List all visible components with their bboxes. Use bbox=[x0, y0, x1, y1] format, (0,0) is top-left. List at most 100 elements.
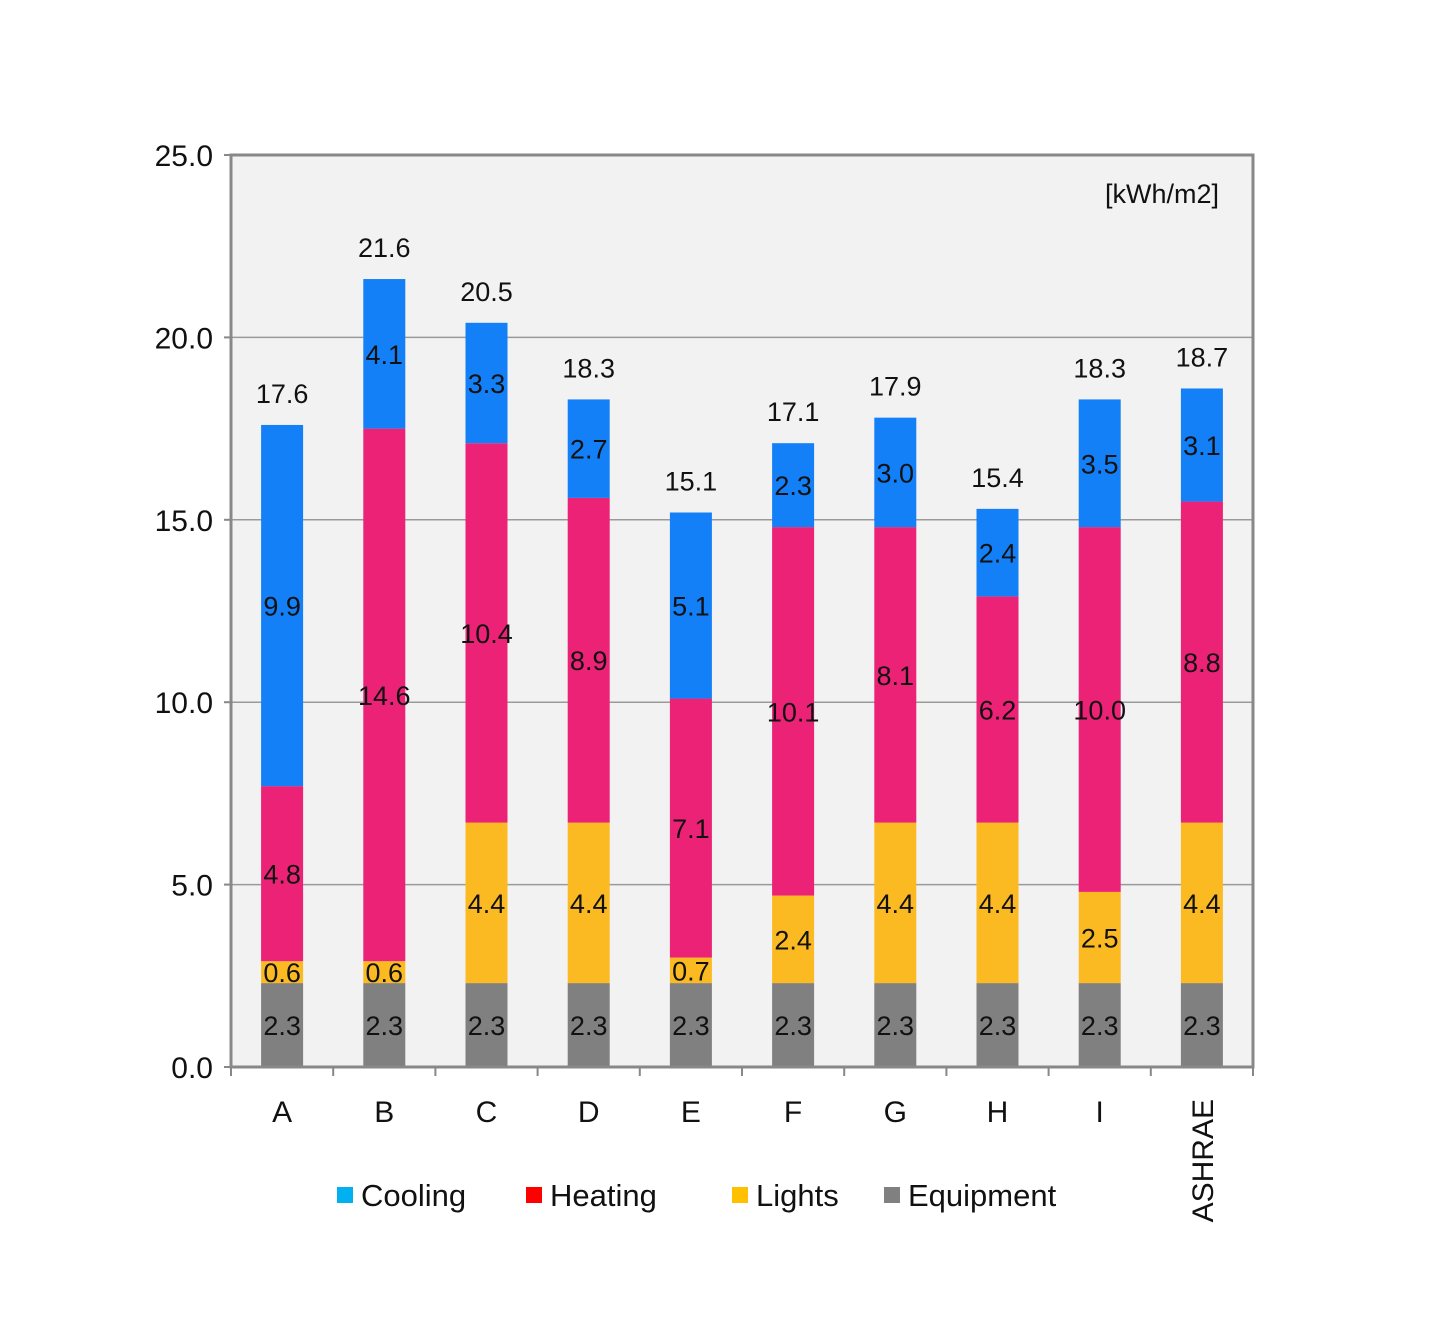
x-category-label: I bbox=[1096, 1096, 1104, 1129]
total-value-label: 21.6 bbox=[358, 233, 411, 263]
bar-segment-heating bbox=[261, 786, 304, 962]
bar-segment-equipment bbox=[772, 983, 815, 1067]
segment-value-label: 4.8 bbox=[263, 860, 301, 890]
segment-value-label: 2.5 bbox=[1081, 923, 1119, 953]
segment-value-label: 2.4 bbox=[774, 925, 812, 955]
x-category-label: G bbox=[884, 1096, 907, 1129]
bar-segment-cooling bbox=[772, 443, 815, 528]
x-category-label: F bbox=[784, 1096, 802, 1129]
bar-segment-cooling bbox=[567, 399, 610, 498]
total-value-label: 17.9 bbox=[869, 372, 922, 402]
bar-segment-lights bbox=[1078, 891, 1121, 984]
bar-segment-cooling bbox=[669, 512, 712, 699]
y-tick-label: 0.0 bbox=[171, 1052, 213, 1085]
bar-segment-heating bbox=[465, 443, 508, 823]
segment-value-label: 4.4 bbox=[979, 889, 1017, 919]
bar-segment-heating bbox=[1180, 501, 1223, 823]
bar-segment-heating bbox=[1078, 527, 1121, 892]
segment-value-label: 9.9 bbox=[263, 592, 301, 622]
total-value-label: 17.6 bbox=[256, 379, 309, 409]
segment-value-label: 2.7 bbox=[570, 435, 608, 465]
segment-value-label: 4.4 bbox=[877, 889, 915, 919]
bar-segment-heating bbox=[363, 428, 406, 962]
bar-segment-lights bbox=[363, 961, 406, 984]
segment-value-label: 4.1 bbox=[366, 340, 404, 370]
segment-value-label: 2.3 bbox=[877, 1011, 915, 1041]
y-tick-label: 10.0 bbox=[155, 687, 213, 720]
bar-segment-lights bbox=[976, 822, 1019, 984]
y-tick-label: 5.0 bbox=[171, 870, 213, 903]
x-category-label: D bbox=[578, 1096, 600, 1129]
total-value-label: 15.4 bbox=[971, 463, 1024, 493]
segment-value-label: 2.3 bbox=[570, 1011, 608, 1041]
bar-segment-heating bbox=[669, 698, 712, 958]
segment-value-label: 8.8 bbox=[1183, 648, 1221, 678]
y-tick-label: 20.0 bbox=[155, 322, 213, 355]
bar-segment-equipment bbox=[976, 983, 1019, 1067]
bar-segment-heating bbox=[567, 497, 610, 823]
x-category-label: B bbox=[374, 1096, 394, 1129]
bar-segment-cooling bbox=[465, 322, 508, 444]
total-value-label: 20.5 bbox=[460, 277, 513, 307]
y-tick-label: 25.0 bbox=[155, 140, 213, 173]
bar-segment-cooling bbox=[874, 417, 917, 528]
legend: Cooling Heating Lights Equipment bbox=[337, 1178, 1057, 1213]
legend-swatch-heating bbox=[526, 1187, 542, 1203]
segment-value-label: 2.3 bbox=[1081, 1011, 1119, 1041]
bar-segment-cooling bbox=[261, 424, 304, 787]
segment-value-label: 4.4 bbox=[1183, 889, 1221, 919]
bar-segment-equipment bbox=[1180, 983, 1223, 1067]
segment-value-label: 0.6 bbox=[263, 958, 301, 988]
bar-segment-equipment bbox=[1078, 983, 1121, 1067]
bars: 2.3 0.6 4.8 9.9 17.6 2.3 0.6 14.6 4.1 21.6 2.3 4.4 1… bbox=[256, 233, 1228, 1067]
segment-value-label: 4.4 bbox=[468, 889, 506, 919]
segment-value-label: 8.1 bbox=[877, 661, 915, 691]
legend-label-lights: Lights bbox=[756, 1178, 839, 1213]
segment-value-label: 10.4 bbox=[460, 619, 513, 649]
bar-segment-equipment bbox=[465, 983, 508, 1067]
x-category-label: ASHRAE bbox=[1187, 1099, 1220, 1222]
unit-label: [kWh/m2] bbox=[1105, 179, 1219, 209]
segment-value-label: 2.4 bbox=[979, 539, 1017, 569]
bar-segment-lights bbox=[772, 895, 815, 984]
segment-value-label: 0.7 bbox=[672, 956, 710, 986]
segment-value-label: 14.6 bbox=[358, 681, 411, 711]
bar-segment-cooling bbox=[363, 279, 406, 429]
segment-value-label: 2.3 bbox=[774, 471, 812, 501]
segment-value-label: 4.4 bbox=[570, 889, 608, 919]
bar-segment-equipment bbox=[261, 983, 304, 1067]
legend-label-cooling: Cooling bbox=[361, 1178, 466, 1213]
bar-segment-lights bbox=[669, 957, 712, 984]
segment-value-label: 2.3 bbox=[468, 1011, 506, 1041]
segment-value-label: 8.9 bbox=[570, 646, 608, 676]
segment-value-label: 10.1 bbox=[767, 697, 820, 727]
x-category-label: E bbox=[681, 1096, 701, 1129]
legend-swatch-cooling bbox=[337, 1187, 353, 1203]
segment-value-label: 3.0 bbox=[877, 458, 915, 488]
segment-value-label: 2.3 bbox=[366, 1011, 404, 1041]
segment-value-label: 3.5 bbox=[1081, 449, 1119, 479]
total-value-label: 17.1 bbox=[767, 397, 820, 427]
bar-segment-heating bbox=[772, 527, 815, 896]
segment-value-label: 7.1 bbox=[672, 814, 710, 844]
bar-segment-cooling bbox=[1180, 388, 1223, 502]
bar-segment-lights bbox=[261, 961, 304, 984]
bar-segment-lights bbox=[567, 822, 610, 984]
total-value-label: 18.3 bbox=[1073, 353, 1126, 383]
segment-value-label: 2.3 bbox=[774, 1011, 812, 1041]
bar-segment-lights bbox=[874, 822, 917, 984]
segment-value-label: 10.0 bbox=[1073, 695, 1126, 725]
bar-segment-equipment bbox=[567, 983, 610, 1067]
x-category-label: A bbox=[272, 1096, 292, 1129]
bar-segment-cooling bbox=[1078, 399, 1121, 528]
segment-value-label: 2.3 bbox=[1183, 1011, 1221, 1041]
total-value-label: 18.3 bbox=[562, 353, 615, 383]
segment-value-label: 3.3 bbox=[468, 369, 506, 399]
bar-segment-lights bbox=[465, 822, 508, 984]
segment-value-label: 3.1 bbox=[1183, 431, 1221, 461]
bar-segment-heating bbox=[874, 527, 917, 823]
legend-swatch-lights bbox=[732, 1187, 748, 1203]
bar-segment-cooling bbox=[976, 508, 1019, 597]
bar-segment-equipment bbox=[874, 983, 917, 1067]
